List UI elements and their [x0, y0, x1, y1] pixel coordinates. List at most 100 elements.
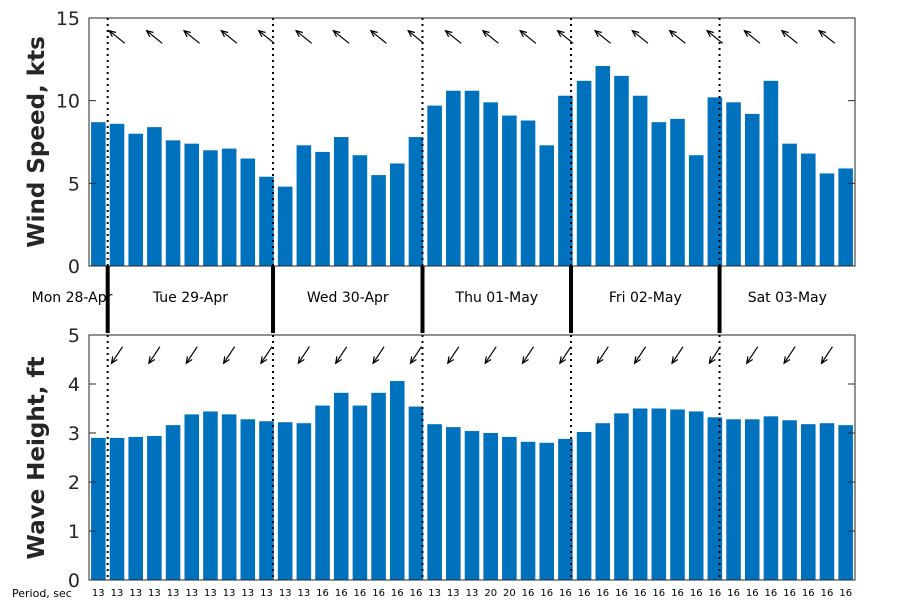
- day-label: Sat 03-May: [748, 290, 827, 306]
- y-tick-label: 1: [68, 521, 80, 543]
- direction-arrow: [185, 346, 198, 365]
- period-value: 16: [615, 588, 628, 599]
- wave-bar-18: [427, 424, 442, 580]
- wind-bar-19: [446, 90, 461, 266]
- wave-bar-1: [109, 437, 125, 580]
- wave-bar-29: [632, 408, 648, 580]
- wave-bar-39: [819, 423, 835, 580]
- period-value: 13: [298, 588, 311, 599]
- wave-bar-27: [595, 423, 611, 580]
- wave-bar-2: [128, 436, 143, 580]
- wave-bar-12: [315, 405, 330, 580]
- wind-bar-11: [296, 145, 312, 266]
- wind-bar-33: [707, 97, 723, 266]
- wave-bar-6: [203, 411, 218, 580]
- wave-bar-34: [726, 419, 741, 580]
- direction-arrow: [222, 346, 236, 365]
- direction-arrow: [334, 346, 348, 365]
- y-tick-label: 5: [68, 173, 80, 195]
- wave-bar-40: [838, 425, 853, 580]
- direction-arrow: [820, 346, 833, 365]
- wind-bar-2: [128, 133, 143, 266]
- period-value: 13: [167, 588, 180, 599]
- period-value: 16: [522, 588, 535, 599]
- wave-bar-26: [576, 432, 592, 580]
- y-tick-label: 3: [68, 423, 80, 445]
- direction-arrow: [780, 29, 798, 44]
- period-value: 13: [466, 588, 479, 599]
- direction-arrow: [148, 346, 161, 365]
- wind-bar-40: [838, 168, 853, 266]
- period-value: 16: [578, 588, 591, 599]
- direction-arrow: [110, 346, 124, 365]
- period-row: Period, sec 13 13 13 13 13 13 13 13 13 13 13 13 16 16 1…: [12, 587, 852, 600]
- direction-arrow: [596, 346, 609, 365]
- wind-bar-32: [688, 155, 704, 266]
- direction-arrow: [108, 29, 126, 44]
- wind-bar-22: [502, 115, 517, 266]
- period-value: 16: [821, 588, 834, 599]
- wave-bar-8: [240, 419, 256, 580]
- direction-arrow: [182, 29, 200, 44]
- y-tick-label: 2: [68, 472, 80, 494]
- period-value: 16: [671, 588, 684, 599]
- wind-bar-29: [632, 95, 648, 267]
- direction-arrow: [294, 29, 313, 44]
- wind-bar-10: [277, 186, 293, 266]
- period-value: 16: [783, 588, 796, 599]
- wind-bar-17: [408, 137, 424, 266]
- period-value: 13: [279, 588, 292, 599]
- wind-bar-37: [782, 143, 797, 266]
- direction-arrow: [484, 346, 497, 365]
- day-label-band: Mon 28-Apr Tue 29-Apr Wed 30-Apr Thu 01-May…: [32, 266, 827, 333]
- wind-axes-box: [88, 17, 856, 267]
- direction-arrow: [593, 29, 611, 44]
- direction-arrow: [409, 346, 422, 365]
- wind-bar-9: [259, 176, 274, 266]
- period-value: 16: [652, 588, 665, 599]
- wave-bar-33: [707, 417, 723, 580]
- period-value: 13: [148, 588, 161, 599]
- direction-arrow: [407, 29, 425, 44]
- wind-bar-3: [147, 127, 162, 267]
- wind-bar-36: [763, 80, 779, 266]
- wave-bar-17: [408, 406, 424, 580]
- period-value: 13: [92, 588, 105, 599]
- direction-arrow: [519, 29, 537, 44]
- wave-bar-7: [221, 414, 237, 580]
- wind-bar-12: [315, 151, 330, 266]
- wave-bar-10: [277, 422, 293, 580]
- direction-arrow: [446, 346, 460, 365]
- y-tick-label: 0: [68, 256, 80, 278]
- wind-bar-5: [184, 143, 200, 266]
- period-value: 20: [484, 588, 497, 599]
- direction-arrow: [743, 29, 761, 44]
- period-value: 13: [428, 588, 441, 599]
- wind-bar-14: [352, 155, 368, 266]
- wind-bar-20: [464, 90, 480, 266]
- wind-bar-4: [165, 140, 181, 266]
- wave-bar-32: [688, 411, 704, 580]
- direction-arrow: [521, 346, 535, 365]
- wind-bar-7: [221, 148, 237, 266]
- wind-bar-6: [203, 150, 218, 266]
- y-tick-label: 0: [68, 570, 80, 592]
- wave-height-panel: 0 1 2 3 4 5 Wave Height, ft: [24, 325, 856, 592]
- wave-bar-38: [801, 424, 816, 580]
- period-value: 16: [410, 588, 423, 599]
- period-value: 13: [260, 588, 273, 599]
- direction-arrow: [633, 346, 647, 365]
- period-value: 20: [503, 588, 516, 599]
- wave-bar-31: [670, 409, 685, 580]
- wave-axis-title: Wave Height, ft: [24, 357, 50, 560]
- wave-bar-9: [259, 421, 274, 580]
- wind-speed-panel: 0 5 10 15 Wind Speed, kts: [24, 8, 856, 278]
- day-label: Fri 02-May: [609, 290, 682, 306]
- direction-arrow: [556, 29, 574, 44]
- wind-bar-34: [726, 102, 741, 266]
- direction-arrow: [220, 29, 238, 44]
- period-value: 16: [690, 588, 703, 599]
- wave-bar-11: [296, 423, 312, 580]
- wind-bar-35: [744, 113, 760, 266]
- day-label: Mon 28-Apr: [32, 290, 113, 306]
